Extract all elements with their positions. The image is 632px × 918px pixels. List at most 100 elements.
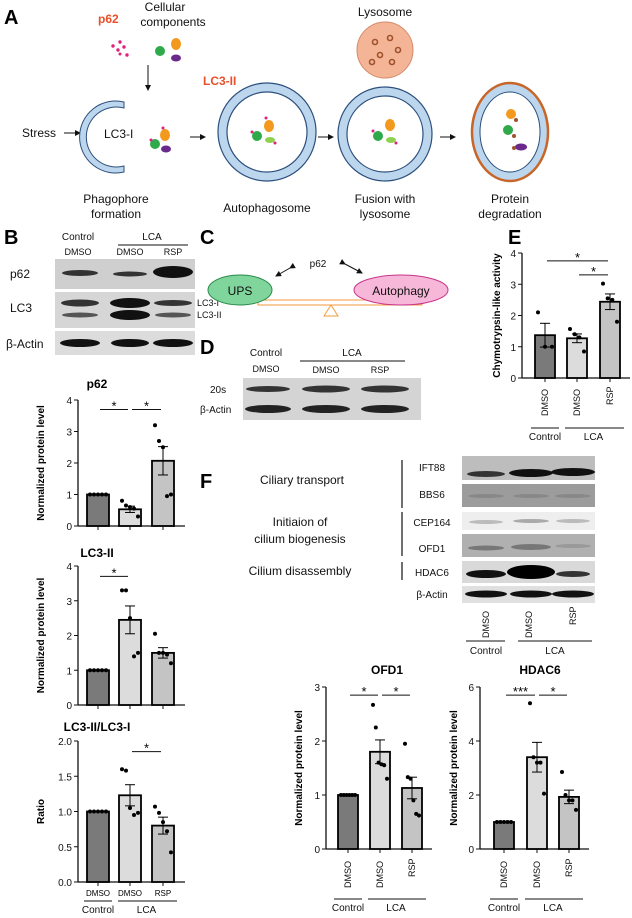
row-label: IFT88: [419, 463, 446, 474]
data-point: [353, 793, 357, 797]
y-tick-label: 1.0: [58, 808, 72, 819]
x-tick-label: RSP: [407, 858, 417, 877]
data-point: [88, 668, 92, 673]
group-label-control: Control: [470, 646, 502, 657]
data-point: [567, 798, 571, 803]
group-label-control: Control: [82, 905, 114, 916]
data-point: [120, 588, 124, 593]
y-tick-label: 1: [314, 791, 320, 802]
group-label-lca: LCA: [584, 432, 604, 443]
y-tick-label: 3: [66, 597, 72, 608]
data-point: [128, 616, 132, 621]
blot-bands: [60, 266, 193, 347]
y-tick-label: 0: [510, 374, 516, 385]
data-point: [132, 813, 136, 818]
significance-label: *: [144, 741, 149, 756]
data-point: [153, 631, 157, 636]
chart-ratio: LC3-II/LC3-I Ratio 0.0 0.5 1.0 1.5 2.0 DMSO DMSO…: [36, 720, 185, 916]
degradation-icon: [470, 81, 550, 183]
data-point: [165, 494, 169, 499]
data-point: [92, 668, 96, 673]
panel-label-a: A: [4, 7, 18, 29]
data-point: [157, 650, 161, 655]
y-axis-label: Ratio: [36, 799, 47, 824]
data-point: [153, 423, 157, 428]
data-point: [153, 804, 157, 809]
x-tick-label: DMSO: [375, 861, 385, 888]
bar: [86, 810, 110, 883]
x-tick-label: DMSO: [118, 889, 142, 898]
data-point: [382, 763, 387, 768]
group-label-control: Control: [529, 432, 561, 443]
autophagosome-icon: [217, 82, 317, 182]
row-label: p62: [10, 267, 30, 281]
y-tick-label: 1: [510, 343, 516, 354]
x-tick-label: DMSO: [343, 861, 353, 888]
fusion-label-1: Fusion with: [355, 192, 416, 206]
data-point: [96, 492, 100, 497]
data-point: [341, 793, 346, 797]
ups-ellipse: [207, 274, 273, 306]
y-tick-label: 2: [468, 791, 474, 802]
autophagy-ellipse: [353, 274, 449, 306]
panel-label-c: C: [200, 227, 214, 249]
data-point: [104, 668, 108, 673]
data-point: [100, 492, 104, 497]
row-label: HDAC6: [415, 568, 449, 579]
bar: [493, 821, 515, 850]
data-point: [169, 492, 173, 497]
y-tick-label: 4: [510, 249, 516, 260]
data-point: [339, 793, 343, 797]
y-tick-label: 0.5: [58, 843, 72, 854]
data-point: [136, 810, 140, 815]
western-blot-f: Ciliary transport Initiaion of cilium bi…: [249, 456, 595, 657]
chart-p62: p62 Normalized protein level 0 1 2 3 4 * *: [36, 377, 185, 533]
group-label: Cilium disassembly: [249, 564, 352, 578]
row-label: BBS6: [419, 490, 445, 501]
y-tick-label: 0.0: [58, 878, 72, 889]
data-point: [120, 767, 124, 772]
x-tick-label: DMSO: [532, 861, 542, 888]
data-point: [538, 760, 543, 765]
p62-label: p62: [98, 12, 119, 26]
data-point: [605, 296, 610, 301]
significance-label: *: [111, 398, 116, 413]
significance-label: *: [575, 250, 580, 265]
data-point: [161, 650, 165, 655]
data-point: [100, 809, 104, 814]
data-point: [92, 809, 96, 814]
data-point: [577, 335, 582, 340]
fusion-label-2: lysosome: [360, 207, 411, 221]
y-tick-label: 0: [66, 701, 72, 712]
bar: [86, 493, 110, 527]
blot-strip: [243, 378, 421, 420]
y-tick-label: 1.5: [58, 772, 72, 783]
data-point: [165, 652, 169, 657]
data-point: [574, 807, 578, 812]
bar: [86, 669, 110, 706]
lane-label: RSP: [371, 365, 390, 375]
cellular-components-icon: [155, 38, 181, 62]
data-point: [88, 492, 92, 497]
chart-title: p62: [87, 377, 108, 391]
y-tick-label: 0: [468, 845, 474, 856]
data-point: [601, 281, 605, 286]
phagophore-icon: [79, 100, 125, 174]
y-tick-label: 3: [314, 683, 320, 694]
data-point: [88, 809, 92, 814]
group-label-lca: LCA: [386, 903, 406, 914]
row-label: β-Actin: [200, 405, 231, 416]
data-point: [528, 701, 532, 706]
group-label-control: Control: [250, 348, 282, 359]
y-tick-label: 0: [66, 522, 72, 533]
bar: [151, 651, 175, 706]
y-tick-label: 4: [468, 737, 474, 748]
significance-label: ***: [513, 684, 528, 699]
data-point: [542, 791, 546, 796]
lane-label: DMSO: [313, 365, 340, 375]
data-point: [344, 793, 349, 797]
group-label-control: Control: [62, 232, 94, 243]
row-label: 20s: [210, 385, 226, 396]
chart-chymo: Chymotrypsin-like activity 0 1 2 3 4 DMSO DMSO R…: [492, 249, 630, 443]
chart-title: LC3-II/LC3-I: [64, 720, 131, 734]
